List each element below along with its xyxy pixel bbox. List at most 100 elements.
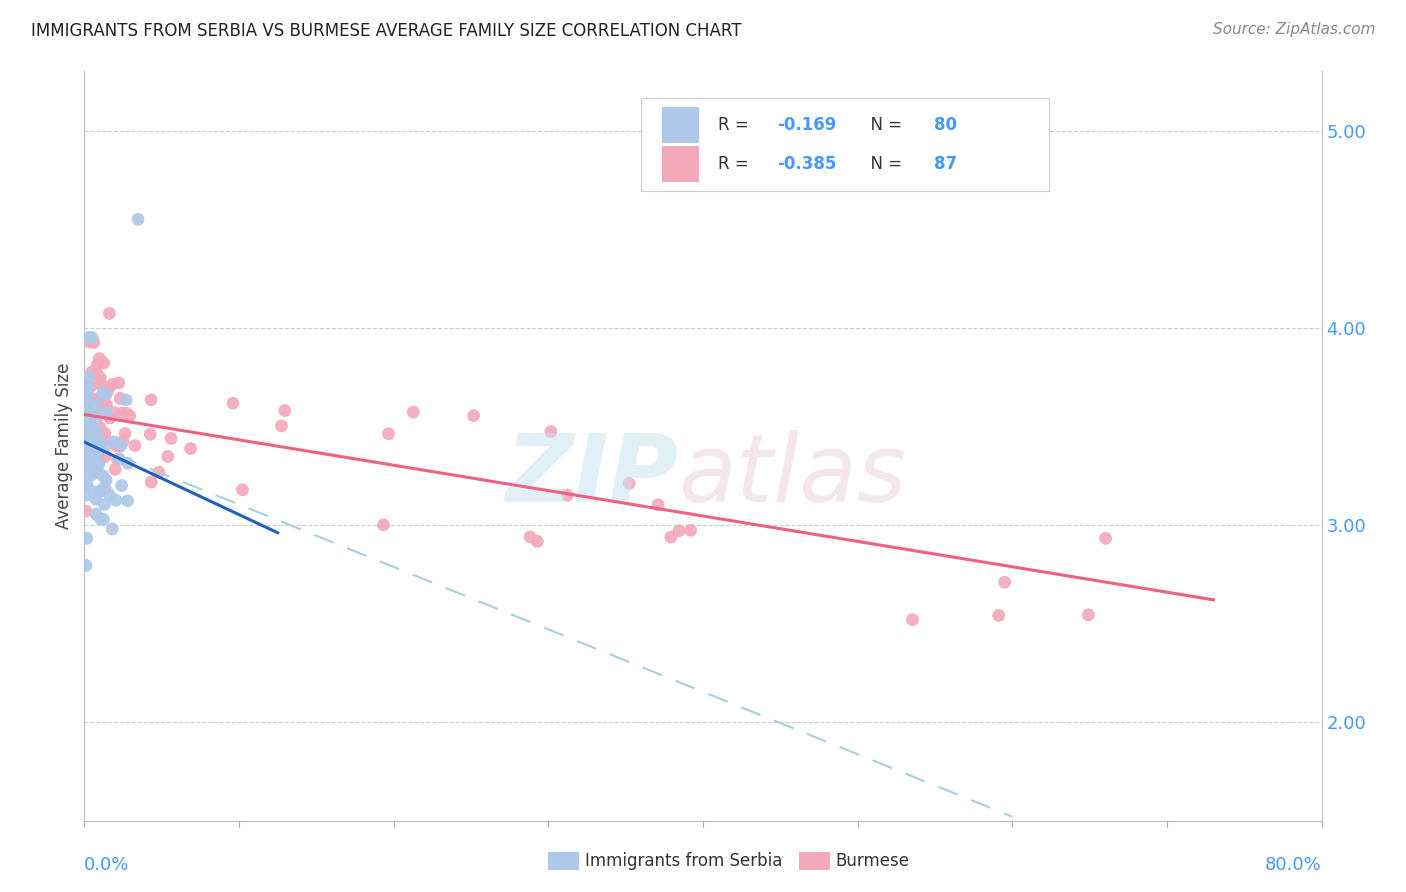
Point — [274, 403, 297, 417]
Point — [647, 498, 669, 512]
Point — [93, 497, 115, 511]
Point — [77, 461, 100, 475]
Point — [82, 458, 104, 472]
Point — [117, 456, 139, 470]
Point — [75, 403, 97, 417]
Point — [90, 378, 112, 392]
Point — [463, 409, 485, 423]
Point — [1077, 607, 1099, 622]
Point — [83, 335, 105, 350]
Point — [557, 488, 579, 502]
Point — [83, 435, 105, 450]
Point — [82, 392, 104, 406]
Point — [76, 531, 98, 545]
Point — [124, 439, 146, 453]
Point — [77, 425, 100, 439]
Point — [75, 451, 97, 466]
Point — [75, 398, 97, 412]
Text: Source: ZipAtlas.com: Source: ZipAtlas.com — [1212, 22, 1375, 37]
Point — [90, 401, 112, 416]
Point — [83, 485, 105, 500]
Point — [82, 452, 104, 467]
Point — [127, 212, 149, 227]
Point — [148, 465, 170, 479]
Point — [96, 473, 118, 487]
Point — [75, 392, 97, 406]
Point — [77, 455, 100, 469]
Point — [118, 409, 141, 423]
Point — [86, 450, 108, 464]
Point — [108, 451, 131, 466]
Point — [75, 430, 97, 444]
Text: ZIP: ZIP — [505, 430, 678, 522]
Text: R =: R = — [718, 155, 754, 173]
Point — [75, 461, 97, 475]
Point — [76, 384, 98, 398]
Point — [105, 439, 128, 453]
Point — [77, 405, 100, 419]
Point — [86, 410, 108, 425]
Point — [77, 330, 100, 344]
Point — [80, 462, 103, 476]
Text: -0.385: -0.385 — [778, 155, 837, 173]
Point — [115, 392, 138, 407]
Point — [105, 436, 128, 450]
Point — [77, 370, 100, 384]
Point — [77, 429, 100, 443]
Point — [75, 382, 97, 396]
Point — [101, 522, 124, 536]
Point — [76, 409, 98, 423]
Point — [76, 393, 98, 408]
Point — [519, 530, 541, 544]
Point — [76, 396, 98, 410]
Point — [91, 482, 114, 496]
Point — [526, 534, 548, 549]
Point — [79, 443, 101, 458]
Point — [77, 446, 100, 460]
Point — [402, 405, 425, 419]
Point — [75, 418, 97, 433]
Point — [75, 477, 97, 491]
Point — [89, 434, 111, 449]
Point — [111, 406, 134, 420]
Text: N =: N = — [860, 116, 907, 134]
Text: 80: 80 — [935, 116, 957, 134]
Point — [75, 459, 97, 474]
Point — [75, 439, 97, 453]
Point — [103, 434, 125, 449]
Point — [89, 443, 111, 458]
Point — [79, 462, 101, 476]
Point — [90, 512, 112, 526]
Point — [86, 368, 108, 382]
Point — [104, 493, 127, 508]
Point — [94, 426, 117, 441]
Point — [156, 450, 179, 464]
Point — [75, 504, 97, 518]
Point — [141, 475, 163, 489]
Point — [89, 371, 111, 385]
Point — [77, 458, 100, 472]
Point — [540, 425, 562, 439]
Point — [86, 358, 108, 372]
Point — [89, 484, 111, 499]
Point — [75, 410, 97, 425]
Point — [84, 507, 107, 521]
Point — [89, 351, 111, 366]
Point — [110, 438, 132, 452]
Point — [82, 330, 104, 344]
Point — [994, 575, 1017, 590]
Text: 87: 87 — [935, 155, 957, 173]
Point — [84, 409, 107, 424]
Point — [97, 384, 120, 398]
Point — [79, 424, 101, 438]
Text: 80.0%: 80.0% — [1265, 856, 1322, 874]
Point — [75, 558, 97, 573]
Point — [668, 524, 690, 538]
Point — [82, 440, 104, 454]
Point — [107, 376, 129, 390]
Point — [79, 334, 101, 349]
Point — [108, 392, 131, 406]
Point — [98, 306, 121, 320]
Point — [117, 493, 139, 508]
Point — [114, 426, 136, 441]
